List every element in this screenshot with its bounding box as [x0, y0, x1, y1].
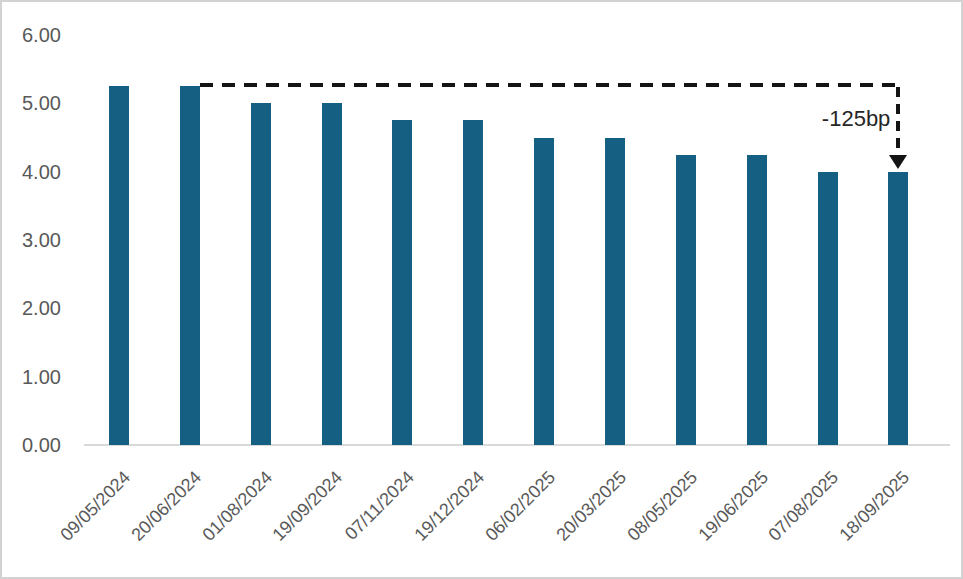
- x-tick-label: 19/12/2024: [411, 467, 489, 545]
- x-tick-label: 06/02/2025: [481, 467, 559, 545]
- x-tick-label: 20/06/2024: [127, 467, 205, 545]
- y-tick-label: 5.00: [22, 92, 78, 114]
- bar: [534, 138, 554, 445]
- x-tick-label: 19/09/2024: [269, 467, 347, 545]
- bar: [251, 103, 271, 445]
- x-tick-label: 19/06/2025: [694, 467, 772, 545]
- bar: [392, 120, 412, 445]
- annotation-arrowhead-icon: [889, 155, 907, 169]
- bar: [818, 172, 838, 445]
- bar: [888, 172, 908, 445]
- y-tick-label: 6.00: [22, 24, 78, 46]
- bar: [322, 103, 342, 445]
- rate-cut-bar-chart: 0.001.002.003.004.005.006.00 09/05/20242…: [0, 0, 963, 579]
- x-tick-label: 07/11/2024: [341, 467, 418, 544]
- x-tick-label: 07/08/2025: [765, 467, 843, 545]
- bar: [747, 155, 767, 445]
- y-tick-label: 0.00: [22, 434, 78, 456]
- bar: [605, 138, 625, 445]
- bar: [676, 155, 696, 445]
- y-tick-label: 2.00: [22, 297, 78, 319]
- annotation-dashed-line-horizontal: [200, 83, 901, 87]
- x-tick-label: 01/08/2024: [198, 467, 276, 545]
- x-tick-label: 20/03/2025: [552, 467, 630, 545]
- y-tick-label: 1.00: [22, 366, 78, 388]
- bar: [463, 120, 483, 445]
- annotation-label: -125bp: [822, 107, 891, 131]
- bar: [109, 86, 129, 445]
- y-tick-label: 3.00: [22, 229, 78, 251]
- annotation-dashed-line-vertical: [896, 87, 900, 154]
- x-tick-label: 18/09/2025: [836, 467, 914, 545]
- x-tick-label: 09/05/2024: [56, 467, 134, 545]
- bar: [180, 86, 200, 445]
- y-tick-label: 4.00: [22, 161, 78, 183]
- x-tick-label: 08/05/2025: [623, 467, 701, 545]
